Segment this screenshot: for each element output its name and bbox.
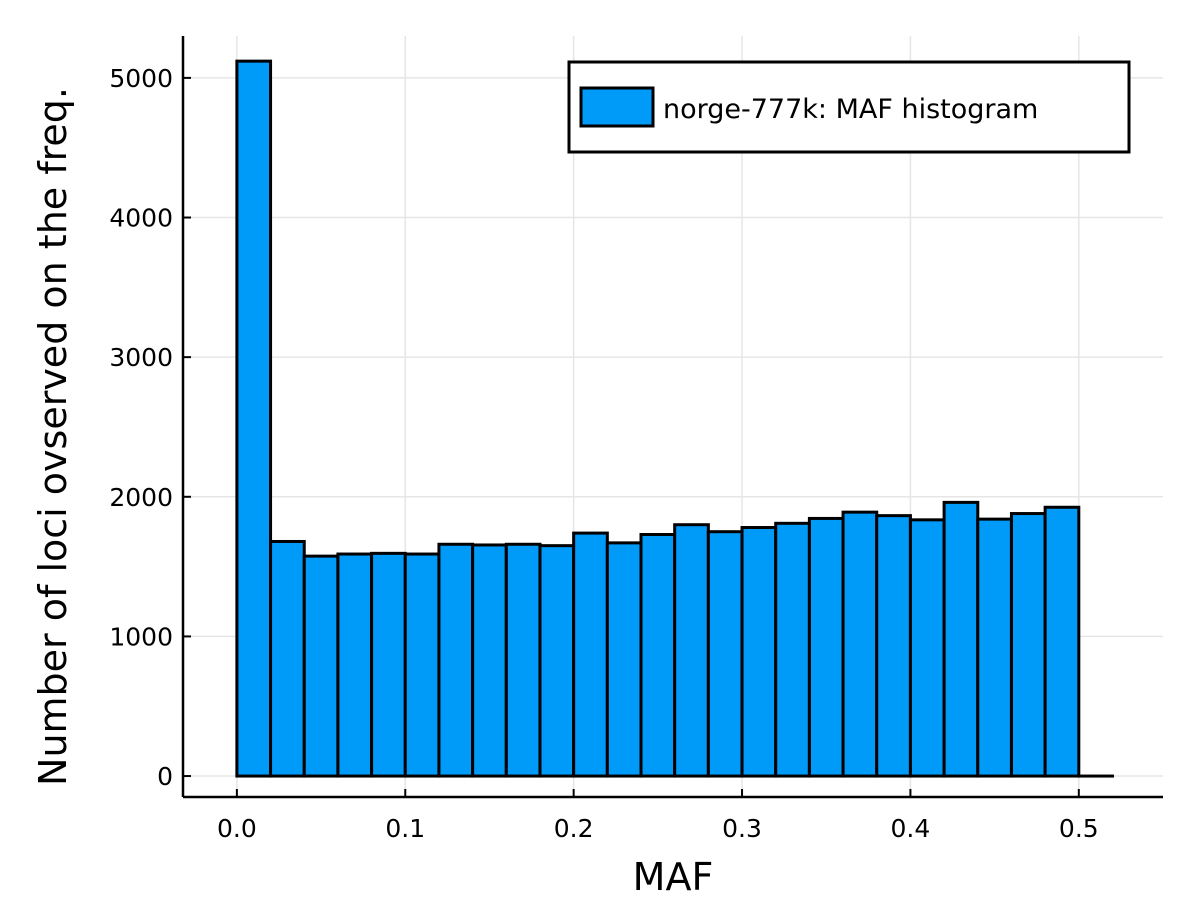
legend-box (567, 60, 1131, 154)
y-tick-label: 2000 (109, 483, 173, 512)
histogram-bar (403, 552, 441, 778)
x-tick-label: 0.1 (385, 814, 425, 843)
legend-label: norge-777k: MAF histogram (663, 94, 1038, 125)
histogram-bar (908, 518, 946, 778)
x-tick-label: 0.2 (554, 814, 594, 843)
axes (181, 36, 1163, 799)
histogram-bar (673, 523, 710, 778)
histogram-bar (639, 532, 677, 778)
histogram-bar (841, 510, 879, 778)
y-tick-label: 5000 (109, 64, 173, 93)
histogram-bar (370, 551, 407, 778)
legend: norge-777k: MAF histogram (567, 60, 1131, 154)
histogram-bar (1009, 512, 1047, 778)
x-tick-label: 0.5 (1059, 814, 1099, 843)
y-tick-label: 4000 (109, 204, 173, 233)
x-axis-title: MAF (633, 855, 714, 899)
histogram-bar (1043, 505, 1081, 778)
histogram-bar (504, 542, 542, 778)
histogram-bars (235, 59, 1114, 778)
x-tick-label: 0.4 (891, 814, 931, 843)
histogram-bar (706, 530, 744, 778)
histogram-bar (740, 526, 778, 778)
histogram-bar (336, 552, 374, 778)
y-tick-label: 3000 (109, 343, 173, 372)
histogram-bar (269, 539, 306, 778)
histogram-bar (976, 517, 1013, 778)
legend-swatch (579, 86, 655, 128)
histogram-bar (235, 59, 273, 778)
histogram-bar (807, 516, 845, 778)
y-axis-ticks: 0 1000 2000 3000 4000 5000 (109, 64, 191, 791)
histogram-bar (774, 521, 811, 778)
histogram-bar (942, 500, 980, 778)
histogram-bar (471, 543, 508, 778)
histogram-bar (572, 531, 609, 778)
x-axis-ticks: 0.0 0.1 0.2 0.3 0.4 0.5 (217, 789, 1099, 843)
histogram-bar (302, 554, 340, 778)
x-tick-label: 0.3 (722, 814, 762, 843)
y-tick-label: 1000 (109, 622, 173, 651)
histogram-bar (605, 541, 643, 778)
histogram-bar (437, 542, 475, 778)
y-tick-label: 0 (157, 762, 173, 791)
histogram-bar (875, 514, 912, 778)
y-axis-title: Number of loci ovserved on the freq. (31, 87, 75, 786)
histogram-bar (538, 544, 576, 778)
x-tick-label: 0.0 (217, 814, 257, 843)
